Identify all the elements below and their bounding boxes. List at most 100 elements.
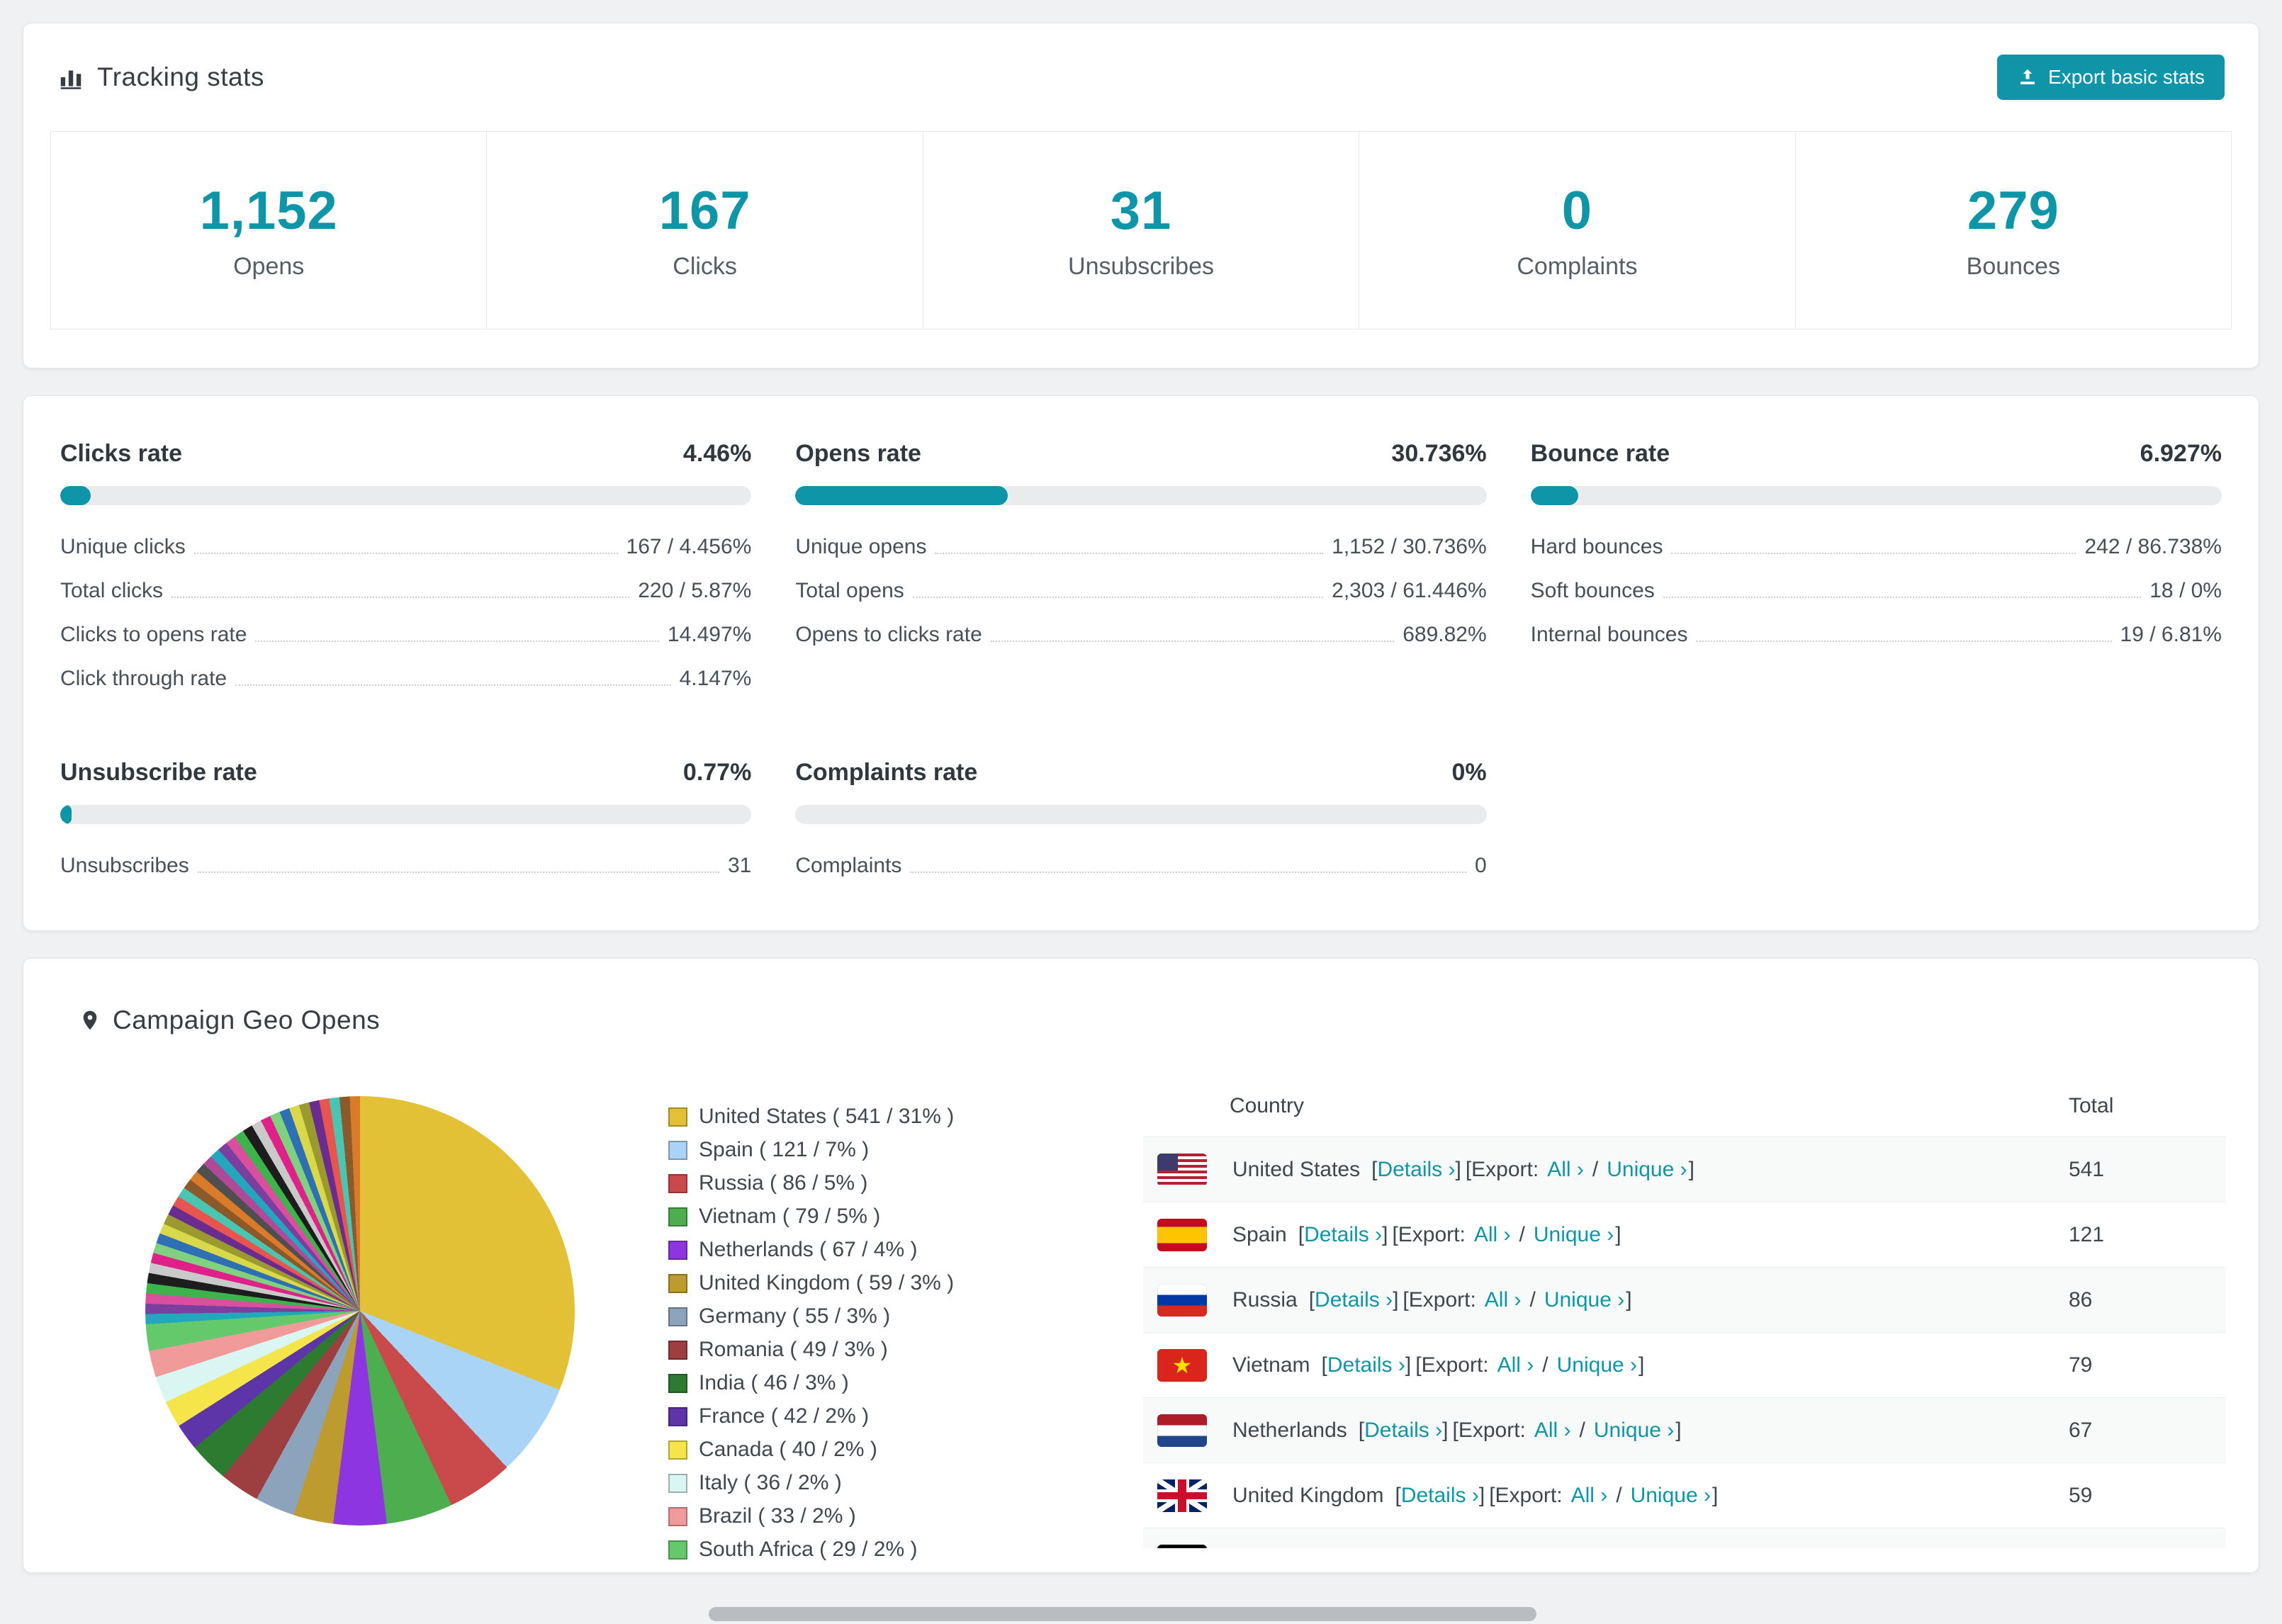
map-pin-icon xyxy=(83,1010,97,1030)
stat-row-label: Opens to clicks rate xyxy=(795,623,982,646)
rate-value: 30.736% xyxy=(1391,440,1487,467)
rate-panel: Clicks rate 4.46% Unique clicks 167 / 4.… xyxy=(60,440,752,691)
stat-row: Hard bounces 242 / 86.738% xyxy=(1531,535,2222,559)
progress-fill xyxy=(60,805,72,824)
dotted-leader xyxy=(255,641,659,642)
rate-value: 6.927% xyxy=(2140,440,2222,467)
stat-row-value: 1,152 / 30.736% xyxy=(1332,535,1487,558)
legend-label: Russia ( 86 / 5% ) xyxy=(699,1171,868,1195)
table-row: Netherlands [Details ›] [Export: All › /… xyxy=(1143,1398,2226,1463)
stat-row-value: 689.82% xyxy=(1403,623,1487,646)
dotted-leader xyxy=(990,641,1395,642)
table-row: United States [Details ›] [Export: All ›… xyxy=(1143,1137,2226,1202)
details-link[interactable]: Details › xyxy=(1315,1287,1393,1312)
legend-item: Germany ( 55 / 3% ) xyxy=(668,1304,954,1329)
rate-rows: Unique clicks 167 / 4.456% Total clicks … xyxy=(60,535,751,691)
legend-color-chip xyxy=(668,1373,687,1393)
export-unique-link[interactable]: Unique › xyxy=(1607,1157,1687,1181)
rate-value: 4.46% xyxy=(682,440,752,467)
stat-row-value: 19 / 6.81% xyxy=(2120,623,2222,646)
legend-label: Netherlands ( 67 / 4% ) xyxy=(699,1238,918,1261)
legend-label: Brazil ( 33 / 2% ) xyxy=(699,1504,856,1528)
country-total: 59 xyxy=(2069,1483,2093,1507)
rate-panel: Bounce rate 6.927% Hard bounces 242 / 86… xyxy=(1530,440,2222,691)
rate-rows: Unique opens 1,152 / 30.736% Total opens… xyxy=(795,535,1486,647)
legend-item: South Africa ( 29 / 2% ) xyxy=(668,1538,954,1562)
stat-box: 1,152 Opens xyxy=(50,131,488,329)
stat-box: 31 Unsubscribes xyxy=(922,131,1360,329)
export-unique-link[interactable]: Unique › xyxy=(1544,1287,1625,1312)
details-link-group: [Details ›] xyxy=(1298,1222,1388,1246)
progress-track xyxy=(1530,486,2222,505)
rate-panel: Unsubscribe rate 0.77% Unsubscribes 31 xyxy=(60,759,752,878)
geo-content: United States ( 541 / 31% ) Spain ( 121 … xyxy=(23,1035,2259,1561)
legend-item: United Kingdom ( 59 / 3% ) xyxy=(668,1271,954,1295)
country-name: Vietnam xyxy=(1232,1353,1310,1377)
geo-card-title: Campaign Geo Opens xyxy=(23,959,2259,1035)
legend-label: Canada ( 40 / 2% ) xyxy=(699,1438,877,1461)
dotted-leader xyxy=(935,553,1324,554)
country-total: 79 xyxy=(2069,1353,2093,1377)
country-cell: United States [Details ›] [Export: All ›… xyxy=(1143,1153,2069,1186)
geo-table-header: Country Total xyxy=(1143,1075,2226,1137)
export-all-link[interactable]: All › xyxy=(1547,1157,1584,1181)
details-link[interactable]: Details › xyxy=(1364,1418,1443,1442)
table-row: Spain [Details ›] [Export: All › / Uniqu… xyxy=(1143,1202,2226,1268)
dotted-leader xyxy=(1696,641,2112,642)
export-all-link[interactable]: All › xyxy=(1484,1287,1522,1312)
tracking-stats-title: Tracking stats xyxy=(57,62,264,92)
export-all-link[interactable]: All › xyxy=(1473,1222,1511,1246)
stat-row: Soft bounces 18 / 0% xyxy=(1531,579,2222,603)
dotted-leader xyxy=(235,684,671,686)
stat-value: 279 xyxy=(1967,181,2059,241)
rate-rows: Hard bounces 242 / 86.738% Soft bounces … xyxy=(1531,535,2222,647)
table-row: Russia [Details ›] [Export: All › / Uniq… xyxy=(1143,1268,2226,1333)
legend-item: Romania ( 49 / 3% ) xyxy=(668,1338,954,1362)
export-all-link[interactable]: All › xyxy=(1534,1418,1571,1442)
stat-row-value: 14.497% xyxy=(667,623,752,646)
tracking-stats-card: Tracking stats Export basic stats 1,152 … xyxy=(23,23,2259,368)
progress-track xyxy=(60,805,752,824)
export-all-link[interactable]: All › xyxy=(1497,1353,1534,1377)
country-cell: Germany [Details ›] [Export: All › / Uni… xyxy=(1143,1544,2069,1548)
legend-item: Vietnam ( 79 / 5% ) xyxy=(668,1205,954,1229)
stat-row-label: Complaints xyxy=(795,854,902,877)
export-all-link[interactable]: All › xyxy=(1570,1483,1608,1507)
stat-label: Opens xyxy=(233,253,305,280)
stat-label: Unsubscribes xyxy=(1068,253,1214,280)
stat-row-value: 220 / 5.87% xyxy=(638,579,752,602)
details-link[interactable]: Details › xyxy=(1327,1353,1405,1377)
country-total: 67 xyxy=(2069,1418,2093,1442)
details-link[interactable]: Details › xyxy=(1304,1222,1383,1246)
stat-row-value: 167 / 4.456% xyxy=(626,535,752,558)
legend-label: South Africa ( 29 / 2% ) xyxy=(699,1538,918,1561)
stat-row: Total clicks 220 / 5.87% xyxy=(60,579,751,603)
dashboard-page: Tracking stats Export basic stats 1,152 … xyxy=(0,0,2282,1573)
legend-label: Romania ( 49 / 3% ) xyxy=(699,1338,888,1361)
export-links-group: [Export: All › / Unique › ] xyxy=(1415,1353,1645,1377)
details-link[interactable]: Details › xyxy=(1400,1483,1479,1507)
horizontal-scrollbar-thumb[interactable] xyxy=(709,1607,1536,1621)
details-link[interactable]: Details › xyxy=(1377,1157,1456,1181)
rate-value: 0.77% xyxy=(682,759,752,786)
stat-row-value: 18 / 0% xyxy=(2149,579,2222,602)
legend-item: Brazil ( 33 / 2% ) xyxy=(668,1504,954,1528)
export-unique-link[interactable]: Unique › xyxy=(1556,1353,1638,1377)
export-unique-link[interactable]: Unique › xyxy=(1593,1418,1675,1442)
stat-row: Opens to clicks rate 689.82% xyxy=(795,623,1486,647)
progress-fill xyxy=(60,486,91,505)
stat-label: Complaints xyxy=(1517,253,1638,280)
stat-row-label: Unsubscribes xyxy=(60,854,189,877)
export-links-group: [Export: All › / Unique › ] xyxy=(1489,1483,1719,1507)
country-cell: Russia [Details ›] [Export: All › / Uniq… xyxy=(1143,1283,2069,1316)
export-icon xyxy=(2020,69,2035,84)
column-header-total: Total xyxy=(2069,1093,2114,1117)
legend-label: Italy ( 36 / 2% ) xyxy=(699,1471,842,1494)
rates-grid: Clicks rate 4.46% Unique clicks 167 / 4.… xyxy=(60,440,2222,878)
dotted-leader xyxy=(197,872,719,873)
export-basic-stats-button[interactable]: Export basic stats xyxy=(1997,55,2225,100)
export-unique-link[interactable]: Unique › xyxy=(1533,1222,1614,1246)
legend-color-chip xyxy=(668,1207,687,1227)
rate-head: Unsubscribe rate 0.77% xyxy=(60,759,751,786)
export-unique-link[interactable]: Unique › xyxy=(1630,1483,1711,1507)
